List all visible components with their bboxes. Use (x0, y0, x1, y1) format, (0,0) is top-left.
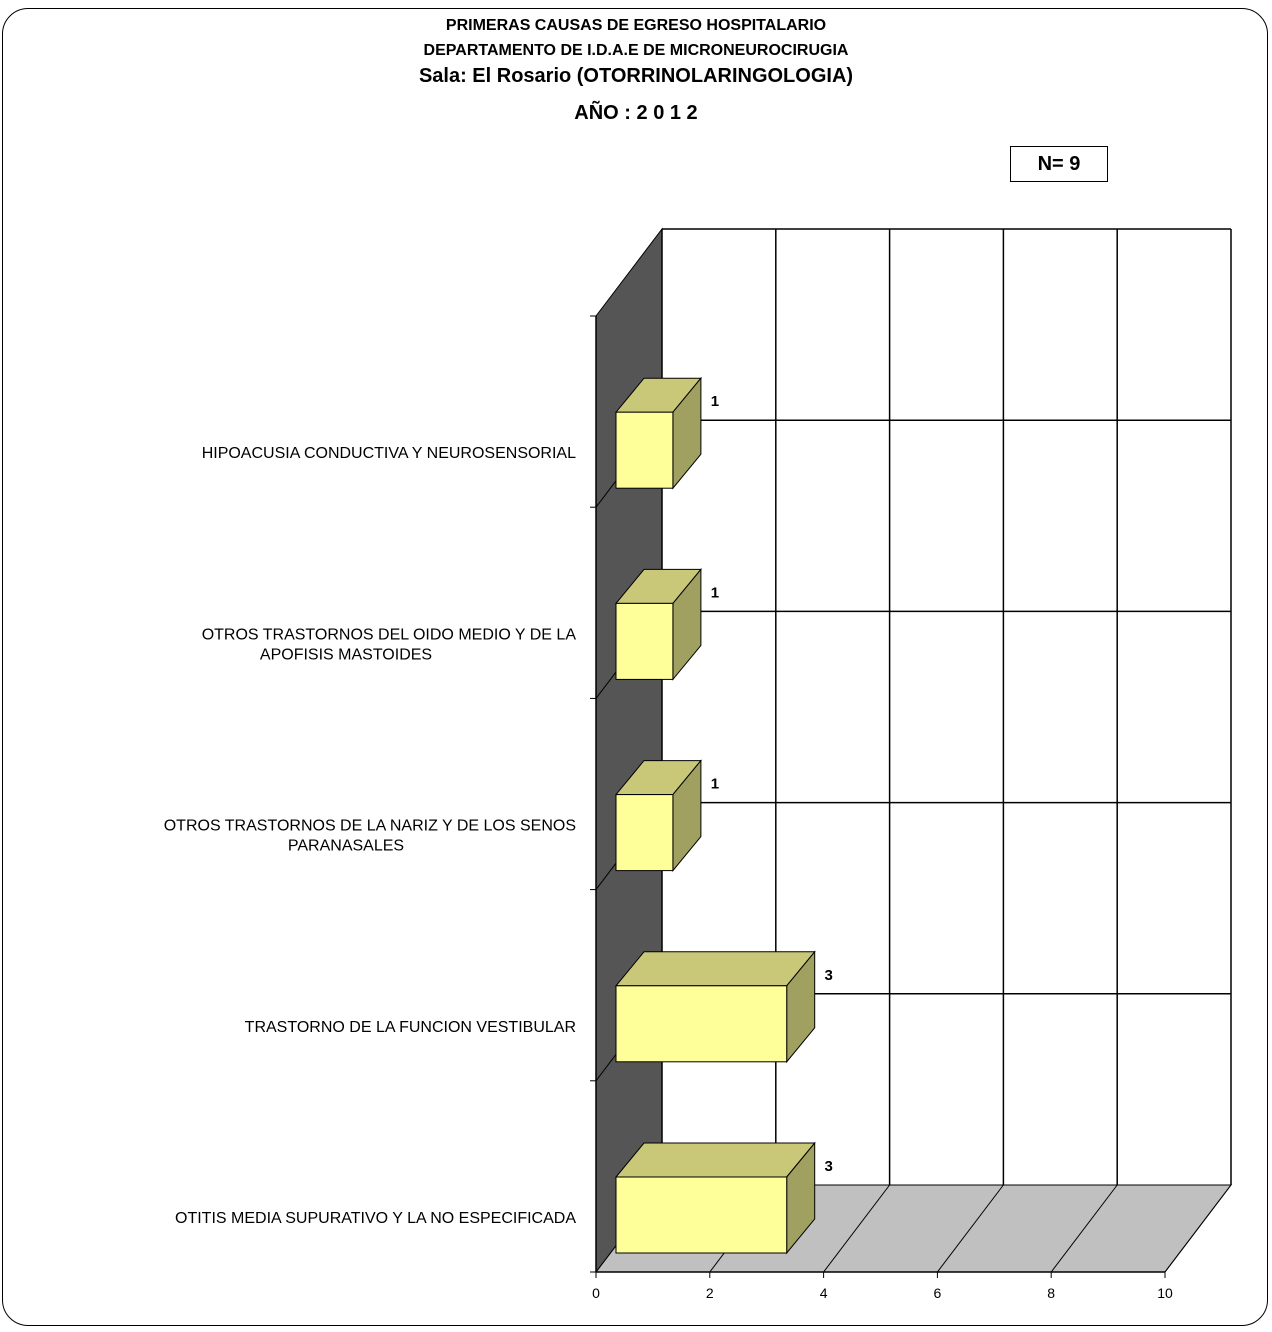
bar-data-label: 1 (711, 393, 719, 410)
floor-gridline (937, 1184, 1004, 1273)
category-label: OTROS TRASTORNOS DEL OIDO MEDIO Y DE LA A… (202, 626, 577, 663)
category-label-line: TRASTORNO DE LA FUNCION VESTIBULAR (245, 1019, 576, 1036)
bar (615, 985, 788, 1063)
bar-top-face (614, 1142, 816, 1178)
bar (615, 1176, 788, 1254)
sample-size-box: N= 9 (1010, 146, 1108, 182)
category-label-line: OTROS TRASTORNOS DE LA NARIZ Y DE LOS SE… (164, 818, 576, 835)
x-tick-label: 2 (706, 1285, 714, 1301)
category-label: OTROS TRASTORNOS DE LA NARIZ Y DE LOS SE… (164, 818, 576, 855)
chart-frame (2, 8, 1268, 1326)
category-label: TRASTORNO DE LA FUNCION VESTIBULAR (245, 1019, 576, 1036)
bar-data-label: 3 (825, 1158, 833, 1175)
chart-title-line-2: DEPARTAMENTO DE I.D.A.E DE MICRONEUROCIR… (423, 42, 849, 59)
x-tick-label: 4 (820, 1285, 828, 1301)
floor-gridline (1164, 1184, 1232, 1273)
bar (615, 794, 674, 872)
chart-title-line-1: PRIMERAS CAUSAS DE EGRESO HOSPITALARIO (445, 17, 827, 34)
floor-gridline (1050, 1184, 1118, 1273)
bar-data-label: 3 (825, 967, 833, 984)
x-tick-label: 8 (1047, 1285, 1055, 1301)
category-label-line: OTITIS MEDIA SUPURATIVO Y LA NO ESPECIFI… (175, 1210, 576, 1227)
bar (615, 411, 674, 489)
x-tick-label: 0 (592, 1285, 600, 1301)
category-label-line: PARANASALES (288, 838, 404, 855)
floor-gridline (823, 1184, 890, 1273)
bar-data-label: 1 (711, 776, 719, 793)
category-label-line: OTROS TRASTORNOS DEL OIDO MEDIO Y DE LA (202, 626, 577, 643)
bar (615, 602, 674, 680)
x-tick-label: 10 (1157, 1285, 1173, 1301)
chart-title-line-4: AÑO : 2 0 1 2 (574, 102, 698, 124)
category-label: HIPOACUSIA CONDUCTIVA Y NEUROSENSORIAL (202, 445, 576, 462)
category-label-line: APOFISIS MASTOIDES (260, 646, 432, 663)
category-label: OTITIS MEDIA SUPURATIVO Y LA NO ESPECIFI… (175, 1210, 576, 1227)
chart-title-line-3: Sala: El Rosario (OTORRINOLARINGOLOGIA) (418, 65, 854, 87)
x-tick-label: 6 (934, 1285, 942, 1301)
bar-top-face (614, 951, 816, 987)
category-label-line: HIPOACUSIA CONDUCTIVA Y NEUROSENSORIAL (202, 445, 576, 462)
bar-data-label: 1 (711, 584, 719, 601)
